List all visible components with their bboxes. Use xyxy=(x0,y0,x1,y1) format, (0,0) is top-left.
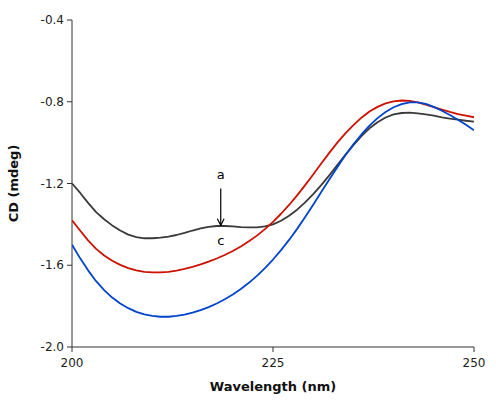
annotation-text: c xyxy=(217,233,224,248)
y-tick-label: -1.6 xyxy=(41,258,64,272)
x-tick-label: 200 xyxy=(61,356,84,370)
line xyxy=(72,101,474,273)
x-axis-label: Wavelength (nm) xyxy=(210,379,336,394)
annotation-arrow xyxy=(220,189,221,226)
y-tick xyxy=(67,347,72,348)
y-tick-label: -0.8 xyxy=(41,95,64,109)
y-tick-label: -2.0 xyxy=(41,340,64,354)
x-tick xyxy=(72,347,73,352)
x-tick-label: 250 xyxy=(463,356,486,370)
y-tick-label: -0.4 xyxy=(41,13,64,27)
y-tick xyxy=(67,265,72,266)
y-tick xyxy=(67,183,72,184)
annotation-arrows xyxy=(220,189,221,226)
x-tick-label: 225 xyxy=(262,356,285,370)
x-tick xyxy=(474,347,475,352)
chart: 200 225 250 -2.0 -1.6 -1.2 -0.8 -0.4 Wavelength … xyxy=(0,0,496,405)
y-axis-label: CD (mdeg) xyxy=(6,145,21,223)
lines xyxy=(72,101,474,317)
annotations: ac xyxy=(217,167,225,247)
line xyxy=(72,102,474,316)
axes: 200 225 250 -2.0 -1.6 -1.2 -0.8 -0.4 xyxy=(41,13,486,370)
y-tick xyxy=(67,101,72,102)
y-tick-label: -1.2 xyxy=(41,177,64,191)
x-tick xyxy=(273,347,274,352)
annotation-text: a xyxy=(217,167,225,182)
line xyxy=(72,113,474,239)
y-tick xyxy=(67,20,72,21)
